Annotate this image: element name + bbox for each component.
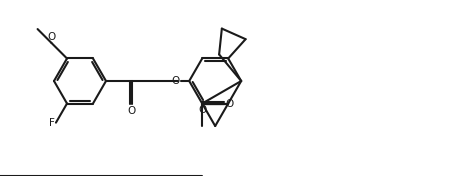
Text: O: O (47, 32, 55, 42)
Text: O: O (172, 76, 180, 86)
Text: F: F (49, 118, 55, 128)
Text: O: O (226, 99, 234, 109)
Text: O: O (128, 106, 136, 116)
Text: O: O (198, 105, 207, 115)
